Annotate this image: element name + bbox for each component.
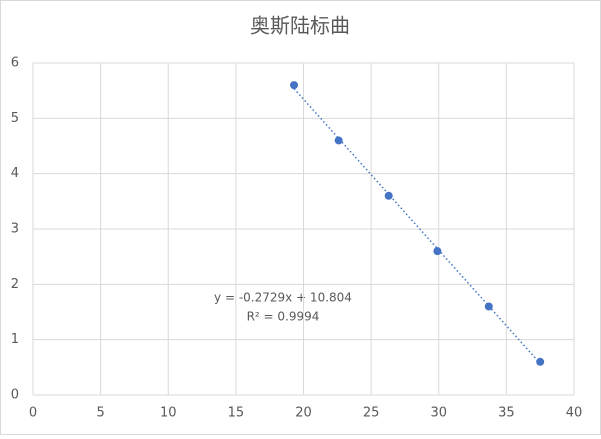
trendline-r2: R² = 0.9994 [247, 310, 320, 324]
y-tick-label: 1 [11, 332, 19, 347]
chart-title: 奥斯陆标曲 [250, 14, 350, 38]
y-tick-label: 6 [11, 56, 19, 71]
x-tick-label: 25 [363, 406, 380, 421]
y-tick-label: 0 [11, 388, 19, 403]
y-tick-label: 4 [11, 166, 19, 181]
point [384, 191, 393, 200]
y-tick-label: 5 [11, 111, 19, 126]
trendline-equation: y = -0.2729x + 10.804 [214, 291, 352, 305]
trendline [293, 88, 541, 364]
y-tick-label: 2 [11, 277, 19, 292]
point [433, 247, 442, 256]
x-tick-label: 10 [160, 406, 177, 421]
point [484, 302, 493, 311]
x-tick-label: 35 [498, 406, 515, 421]
x-tick-label: 0 [29, 406, 37, 421]
x-tick-label: 20 [295, 406, 312, 421]
x-tick-label: 15 [228, 406, 245, 421]
point [334, 136, 343, 145]
x-tick-label: 30 [430, 406, 447, 421]
x-tick-label: 40 [566, 406, 583, 421]
point [290, 81, 299, 90]
x-tick-label: 5 [96, 406, 104, 421]
point [536, 357, 545, 366]
y-tick-label: 3 [11, 222, 19, 237]
